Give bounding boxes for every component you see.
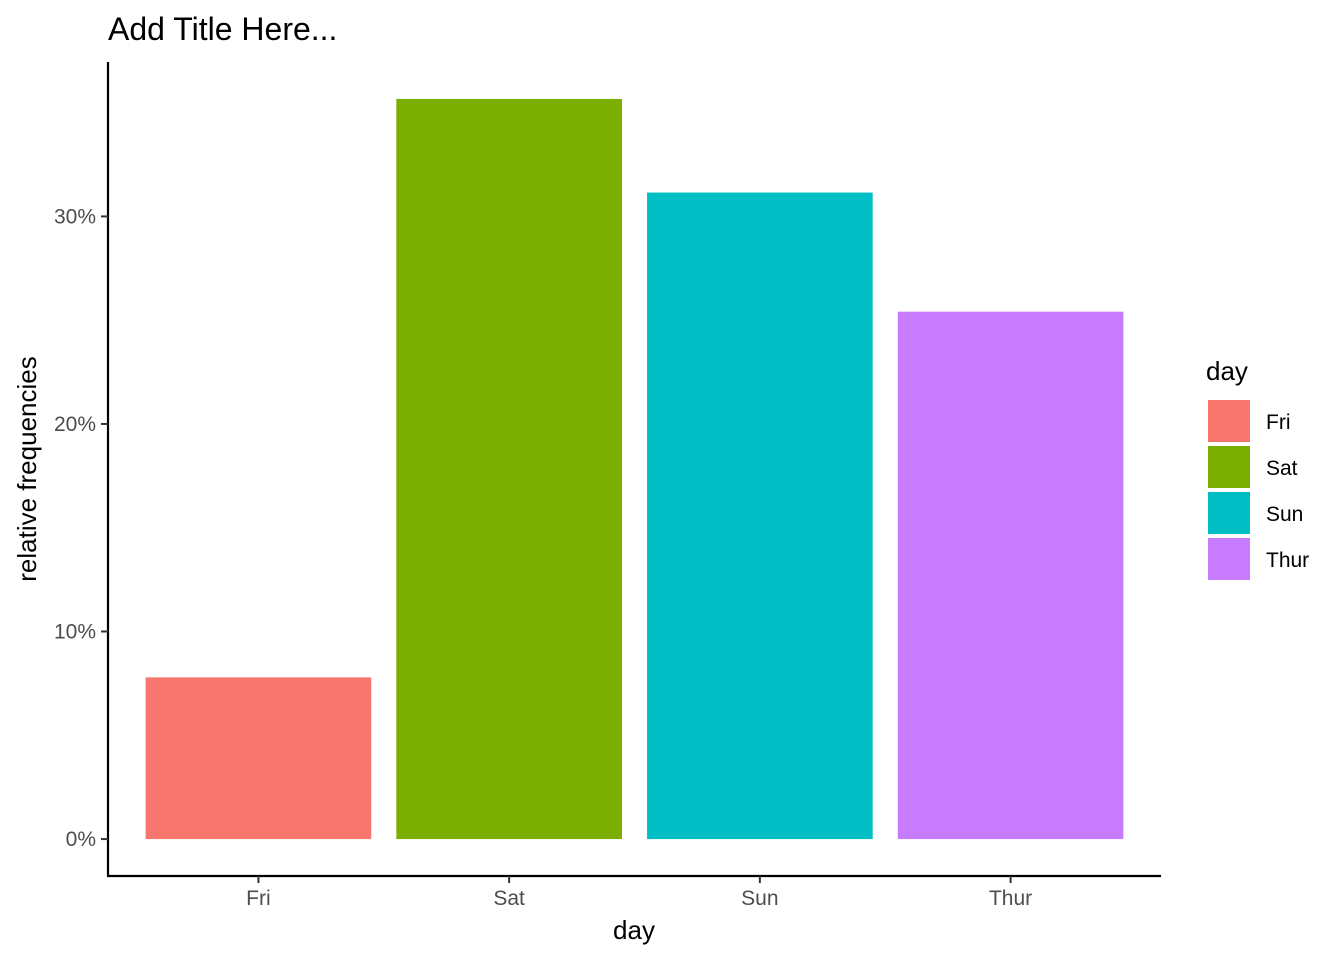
legend-label-sun: Sun	[1266, 503, 1303, 526]
legend-title: day	[1206, 356, 1248, 386]
y-tick-label: 30%	[54, 205, 96, 228]
legend-key-sat	[1208, 446, 1250, 488]
bar-fri	[145, 677, 372, 840]
x-tick-label: Sun	[741, 887, 778, 910]
legend-label-sat: Sat	[1266, 457, 1298, 480]
legend-items: Fri Sat Sun Thur	[1208, 400, 1309, 580]
legend-key-sun	[1208, 492, 1250, 534]
y-axis-ticks: 0% 10% 20% 30%	[54, 205, 108, 851]
x-axis-title: day	[613, 915, 655, 945]
bar-sun	[647, 192, 873, 840]
bar-thur	[897, 311, 1124, 840]
y-tick-label: 20%	[54, 413, 96, 436]
y-axis-title: relative frequencies	[12, 356, 42, 581]
x-tick-label: Thur	[989, 887, 1032, 910]
legend-key-thur	[1208, 538, 1250, 580]
legend-label-thur: Thur	[1266, 549, 1309, 572]
legend-key-fri	[1208, 400, 1250, 442]
y-tick-label: 0%	[66, 828, 96, 851]
x-tick-label: Fri	[246, 887, 271, 910]
y-tick-label: 10%	[54, 621, 96, 644]
legend-label-fri: Fri	[1266, 411, 1291, 434]
x-axis-ticks: Fri Sat Sun Thur	[246, 876, 1032, 910]
legend: day Fri Sat Sun Thur	[1206, 356, 1309, 580]
x-tick-label: Sat	[493, 887, 525, 910]
chart-title: Add Title Here...	[108, 11, 337, 47]
bar-sat	[396, 98, 622, 840]
plot-area	[145, 98, 1124, 840]
